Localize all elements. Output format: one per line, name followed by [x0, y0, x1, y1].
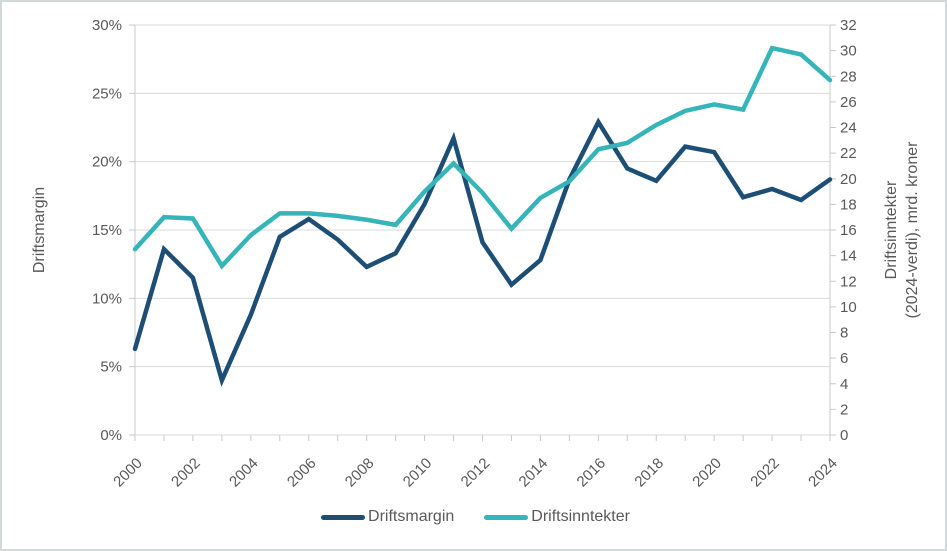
left-axis-title: Driftsmargin: [29, 80, 51, 380]
x-axis-tick-label: 2014: [516, 455, 552, 491]
legend: Driftsmargin Driftsinntekter: [2, 508, 945, 526]
x-axis-tick-label: 2000: [110, 455, 146, 491]
x-axis-tick-label: 2020: [689, 455, 725, 491]
x-axis-tick-label: 2010: [400, 455, 436, 491]
x-axis-tick-label: 2004: [226, 455, 262, 491]
x-axis-tick-label: 2024: [805, 455, 841, 491]
legend-item-driftsmargin: Driftsmargin: [321, 508, 454, 526]
right-axis-tick-label: 26: [840, 94, 857, 111]
right-axis-tick-label: 20: [840, 171, 857, 188]
left-axis-title-text: Driftsmargin: [31, 186, 48, 274]
right-axis-tick-label: 22: [840, 145, 857, 162]
driftsinntekter-line: [132, 45, 833, 270]
right-axis-tick-label: 10: [840, 299, 857, 316]
left-axis-ticks: 0% 5% 10% 15% 20% 25% 30%: [92, 17, 135, 444]
right-axis-tick-label: 28: [840, 68, 857, 85]
left-axis-tick-label: 10%: [92, 290, 122, 307]
left-axis-tick-label: 15%: [92, 222, 122, 239]
x-axis-tick-label: 2022: [747, 455, 783, 491]
x-axis-tick-label: 2012: [458, 455, 494, 491]
driftsmargin-line: [132, 117, 833, 387]
legend-item-driftsinntekter: Driftsinntekter: [484, 508, 630, 526]
x-axis-tick-label: 2008: [342, 455, 378, 491]
x-axis-ticks: 2000 2002 2004 2006 2008 2010 2012 2014 2016 2018…: [110, 435, 841, 490]
legend-label-driftsmargin: Driftsmargin: [368, 508, 455, 525]
right-axis-tick-label: 24: [840, 120, 857, 137]
left-axis-tick-label: 20%: [92, 154, 122, 171]
right-axis-tick-label: 0: [840, 427, 848, 444]
x-axis-tick-label: 2002: [168, 455, 204, 491]
left-axis-tick-label: 0%: [100, 427, 122, 444]
right-axis-tick-label: 18: [840, 196, 857, 213]
x-axis-tick-label: 2018: [631, 455, 667, 491]
x-axis-tick-label: 2006: [284, 455, 320, 491]
right-axis-title-line2: (2024-verdi), mrd. kroner: [904, 141, 921, 319]
driftsinntekter-line-swatch: [484, 514, 529, 520]
right-axis-tick-label: 2: [840, 401, 848, 418]
right-axis-tick-label: 30: [840, 43, 857, 60]
gridlines: [135, 24, 830, 436]
legend-label-driftsinntekter: Driftsinntekter: [531, 508, 630, 525]
x-axis-tick-label: 2016: [574, 455, 610, 491]
right-axis-tick-label: 16: [840, 222, 857, 239]
left-axis-tick-label: 25%: [92, 85, 122, 102]
right-axis-tick-label: 8: [840, 325, 848, 342]
left-axis-tick-label: 5%: [100, 359, 122, 376]
right-axis-tick-label: 4: [840, 376, 848, 393]
right-axis-tick-label: 32: [840, 17, 857, 34]
right-axis-title-line1: Driftsinntekter: [883, 180, 900, 280]
right-axis-tick-label: 12: [840, 273, 857, 290]
driftsmargin-line-swatch: [321, 514, 366, 520]
right-axis-tick-label: 6: [840, 350, 848, 367]
right-axis-title: Driftsinntekter (2024-verdi), mrd. krone…: [881, 20, 923, 440]
left-axis-tick-label: 30%: [92, 17, 122, 34]
right-axis-tick-label: 14: [840, 248, 857, 265]
